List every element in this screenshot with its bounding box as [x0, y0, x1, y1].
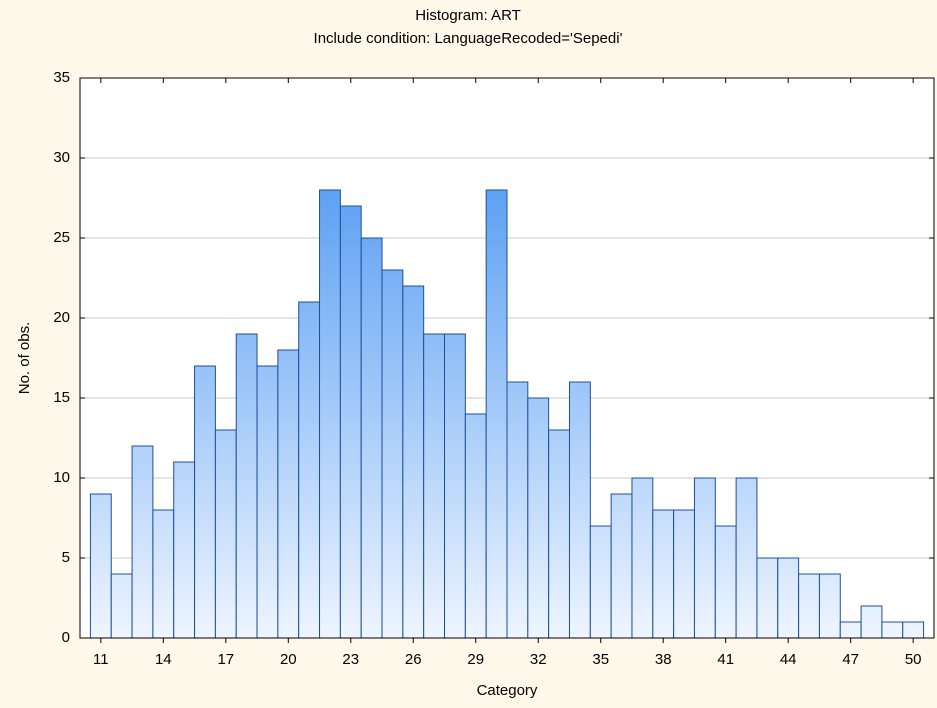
plot-frame — [79, 77, 935, 639]
bar — [610, 493, 633, 639]
bar — [464, 413, 487, 639]
bar — [860, 605, 883, 639]
bar — [235, 333, 258, 639]
x-tick-label: 17 — [217, 651, 234, 668]
bar — [777, 557, 800, 639]
x-tick-label: 35 — [592, 651, 609, 668]
chart-title: Histogram: ART — [415, 7, 521, 24]
bar — [735, 477, 758, 639]
chart-subtitle: Include condition: LanguageRecoded='Sepe… — [314, 30, 623, 47]
bar — [798, 573, 820, 639]
bar — [360, 237, 383, 639]
bar — [423, 333, 446, 639]
bar — [214, 429, 237, 639]
x-tick-label: 50 — [905, 651, 922, 668]
bar — [256, 365, 279, 639]
y-tick-label: 15 — [53, 389, 70, 406]
x-tick-label: 20 — [280, 651, 297, 668]
y-tick-label: 10 — [53, 469, 70, 486]
y-axis-label: No. of obs. — [16, 322, 33, 395]
x-tick-label: 41 — [717, 651, 734, 668]
bar — [152, 509, 175, 639]
bar — [902, 621, 925, 639]
bar — [110, 573, 133, 639]
bar — [194, 365, 216, 639]
bar — [173, 461, 196, 639]
bar — [568, 381, 591, 639]
bar — [881, 621, 904, 639]
y-tick-label: 0 — [62, 629, 70, 646]
bar — [339, 205, 362, 639]
bar — [631, 477, 654, 639]
bar — [714, 525, 737, 639]
bar — [277, 349, 300, 639]
x-tick-label: 26 — [405, 651, 422, 668]
bar — [589, 525, 612, 639]
bar — [652, 509, 675, 639]
bar — [506, 381, 529, 639]
bar — [131, 445, 154, 639]
bar — [839, 621, 862, 639]
bar — [319, 189, 341, 639]
bar — [818, 573, 841, 639]
x-tick-label: 38 — [655, 651, 672, 668]
bar — [673, 509, 695, 639]
x-tick-label: 14 — [155, 651, 172, 668]
x-tick-label: 47 — [842, 651, 859, 668]
bar — [298, 301, 321, 639]
y-tick-label: 35 — [53, 69, 70, 86]
y-tick-label: 25 — [53, 229, 70, 246]
y-tick-label: 20 — [53, 309, 70, 326]
bar — [485, 189, 508, 639]
x-tick-label: 11 — [93, 651, 109, 668]
y-tick-label: 30 — [53, 149, 70, 166]
x-tick-label: 32 — [530, 651, 547, 668]
bar — [381, 269, 404, 639]
bar — [527, 397, 550, 639]
bar — [693, 477, 716, 639]
bar — [444, 333, 466, 639]
bar — [548, 429, 570, 639]
bar — [402, 285, 425, 639]
x-tick-label: 23 — [342, 651, 359, 668]
bar — [756, 557, 779, 639]
x-tick-label: 29 — [467, 651, 484, 668]
bar — [89, 493, 112, 639]
x-tick-label: 44 — [780, 651, 797, 668]
x-axis-label: Category — [477, 682, 538, 699]
y-tick-label: 5 — [62, 549, 70, 566]
